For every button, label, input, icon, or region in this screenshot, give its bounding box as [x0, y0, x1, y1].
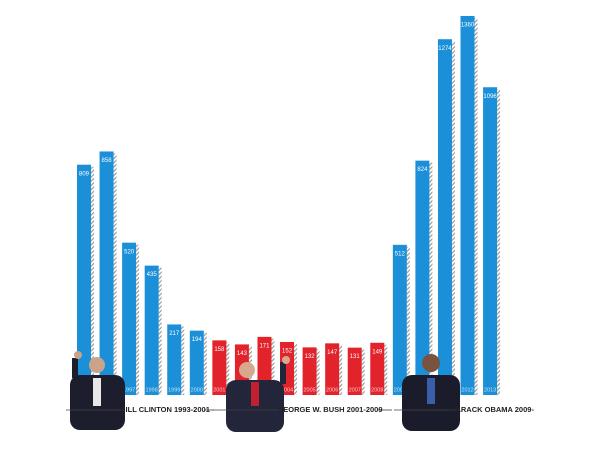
- bar-shadow: [158, 267, 162, 395]
- bar: [122, 242, 137, 395]
- value-label: 171: [259, 343, 270, 349]
- value-label: 1096: [483, 94, 497, 100]
- bar-shadow: [406, 246, 410, 395]
- bar-shadow: [136, 244, 140, 395]
- x-tick-label: 2007: [349, 387, 361, 393]
- bar-shadow: [181, 326, 185, 395]
- value-label: 158: [214, 347, 225, 353]
- bar: [483, 87, 498, 395]
- x-tick-label: 2012: [461, 387, 473, 393]
- bar: [370, 342, 385, 395]
- value-label: 858: [102, 158, 113, 164]
- value-label: 143: [237, 351, 248, 357]
- x-tick-label: 2009: [394, 387, 406, 393]
- x-tick-label: 2001: [213, 387, 225, 393]
- bar: [77, 164, 91, 395]
- value-label: 809: [79, 171, 90, 177]
- x-tick-label: 2005: [303, 387, 315, 393]
- bar-shadow: [384, 344, 388, 395]
- x-tick-label: 2004: [281, 387, 293, 393]
- value-label: 824: [417, 167, 428, 173]
- x-tick-label: 1997: [123, 387, 135, 393]
- bar-shadow: [451, 41, 455, 396]
- bar-shadow: [497, 89, 501, 395]
- value-label: 1274: [438, 46, 452, 52]
- bar-shadow: [474, 18, 478, 395]
- bar: [189, 330, 204, 395]
- bar-shadow: [271, 338, 275, 395]
- value-label: 152: [282, 349, 293, 355]
- bar-shadow: [203, 332, 207, 395]
- bar: [437, 39, 452, 396]
- x-tick-label: 2008: [371, 387, 383, 393]
- bar: [347, 347, 362, 395]
- bar-shadow: [429, 162, 433, 395]
- x-tick-label: 1999: [168, 387, 180, 393]
- value-label: 147: [327, 350, 338, 356]
- bars-layer: 8091995858199652019974351998217199919420…: [77, 16, 501, 396]
- bar: [167, 324, 182, 395]
- value-label: 520: [124, 249, 135, 255]
- annotation: BILL CLINTON 1993-2001: [120, 405, 210, 414]
- bar-shadow: [226, 342, 230, 395]
- bar: [460, 16, 475, 395]
- bar-shadow: [91, 166, 94, 395]
- bar-shadow: [316, 349, 320, 395]
- bar-shadow: [294, 343, 298, 395]
- value-label: 194: [192, 337, 203, 343]
- bar: [392, 244, 407, 395]
- annotation: GEORGE W. BUSH 2001-2009: [277, 405, 382, 414]
- value-label: 149: [372, 349, 383, 355]
- photo-bush: [226, 356, 290, 432]
- value-label: 131: [350, 354, 361, 360]
- x-tick-label: 2006: [326, 387, 338, 393]
- value-label: 217: [169, 331, 180, 337]
- bar: [144, 265, 159, 395]
- x-tick-label: 2000: [191, 387, 203, 393]
- x-tick-label: 2013: [484, 387, 496, 393]
- value-label: 1360: [461, 23, 475, 29]
- bar: [415, 160, 430, 395]
- bar: [99, 151, 114, 395]
- bar-shadow: [339, 345, 343, 395]
- bar-shadow: [113, 153, 117, 395]
- annotation: BARACK OBAMA 2009-: [450, 405, 534, 414]
- value-label: 512: [395, 251, 406, 257]
- bar: [302, 347, 317, 395]
- president-labels: BILL CLINTON 1993-2001 GEORGE W. BUSH 20…: [66, 405, 534, 414]
- bar: [325, 343, 340, 395]
- photo-obama: [402, 354, 460, 431]
- x-tick-label: 1998: [146, 387, 158, 393]
- value-label: 435: [147, 272, 158, 278]
- bar: [212, 340, 227, 395]
- value-label: 132: [305, 354, 316, 360]
- photo-clinton: [70, 351, 125, 430]
- bar-shadow: [361, 349, 365, 395]
